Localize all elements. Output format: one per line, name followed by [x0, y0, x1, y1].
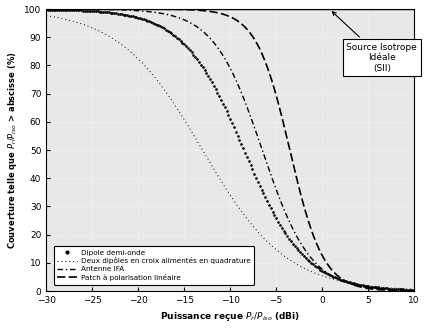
X-axis label: Puissance reçue $P_r/P_{iso}$ (dBi): Puissance reçue $P_r/P_{iso}$ (dBi) [160, 311, 300, 323]
Text: Source Isotrope
Idéale
(SII): Source Isotrope Idéale (SII) [332, 12, 417, 73]
Legend: Dipole demi-onde, Deux dipôles en croix alimentés en quadrature, Antenne IFA, Pa: Dipole demi-onde, Deux dipôles en croix … [54, 246, 254, 285]
Y-axis label: Couverture telle que $P_r/P_{iso}$ > abscisse (%): Couverture telle que $P_r/P_{iso}$ > abs… [6, 51, 19, 249]
